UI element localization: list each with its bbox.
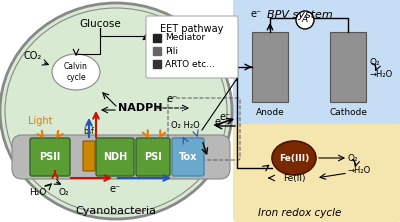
Text: e⁻: e⁻	[220, 112, 230, 122]
Text: O₂ H₂O: O₂ H₂O	[171, 121, 199, 130]
Text: PSII: PSII	[39, 152, 61, 162]
Text: b₆f: b₆f	[84, 127, 94, 136]
Text: Iron redox cycle: Iron redox cycle	[258, 208, 342, 218]
Bar	[153, 34, 161, 42]
Text: e⁻: e⁻	[110, 184, 120, 194]
Bar	[153, 60, 161, 68]
Text: O₂: O₂	[348, 153, 359, 163]
Text: Light: Light	[28, 116, 52, 126]
FancyBboxPatch shape	[96, 138, 134, 176]
Bar	[252, 32, 288, 102]
Text: e⁻: e⁻	[166, 94, 178, 104]
Circle shape	[296, 11, 314, 29]
Text: Fe(II): Fe(II)	[283, 174, 305, 182]
Text: H₂O: H₂O	[29, 188, 47, 197]
Text: e⁻: e⁻	[214, 117, 226, 127]
Text: Calvin
cycle: Calvin cycle	[64, 62, 88, 82]
FancyBboxPatch shape	[172, 138, 204, 176]
Text: Fe(III): Fe(III)	[279, 153, 309, 163]
FancyBboxPatch shape	[83, 141, 95, 171]
Text: Pili: Pili	[165, 46, 178, 56]
Text: Glucose: Glucose	[79, 19, 121, 29]
Text: →H₂O: →H₂O	[348, 165, 371, 174]
Text: EET pathway: EET pathway	[160, 24, 224, 34]
FancyBboxPatch shape	[12, 135, 230, 179]
FancyBboxPatch shape	[136, 138, 170, 176]
Text: ARTO etc...: ARTO etc...	[165, 59, 215, 69]
Text: →H₂O: →H₂O	[370, 69, 393, 79]
Ellipse shape	[52, 54, 100, 90]
Ellipse shape	[0, 3, 232, 219]
Ellipse shape	[272, 141, 316, 175]
Text: Tox: Tox	[179, 152, 197, 162]
Text: CO₂: CO₂	[24, 51, 42, 61]
Bar	[153, 47, 161, 55]
Text: Cathode: Cathode	[329, 108, 367, 117]
Bar	[330, 32, 366, 102]
Text: NDH: NDH	[103, 152, 127, 162]
Text: O₂: O₂	[370, 57, 381, 67]
Text: Mediator: Mediator	[165, 34, 205, 42]
FancyBboxPatch shape	[146, 16, 238, 78]
Text: NADPH: NADPH	[118, 103, 162, 113]
Text: PSI: PSI	[144, 152, 162, 162]
Text: e⁻: e⁻	[251, 9, 262, 19]
Text: O₂: O₂	[59, 188, 69, 197]
Text: A: A	[302, 16, 308, 24]
Text: Cyanobacteria: Cyanobacteria	[76, 206, 156, 216]
FancyBboxPatch shape	[233, 124, 400, 222]
FancyBboxPatch shape	[233, 0, 400, 131]
FancyBboxPatch shape	[30, 138, 70, 176]
Text: Anode: Anode	[256, 108, 284, 117]
Text: BPV system: BPV system	[267, 10, 333, 20]
